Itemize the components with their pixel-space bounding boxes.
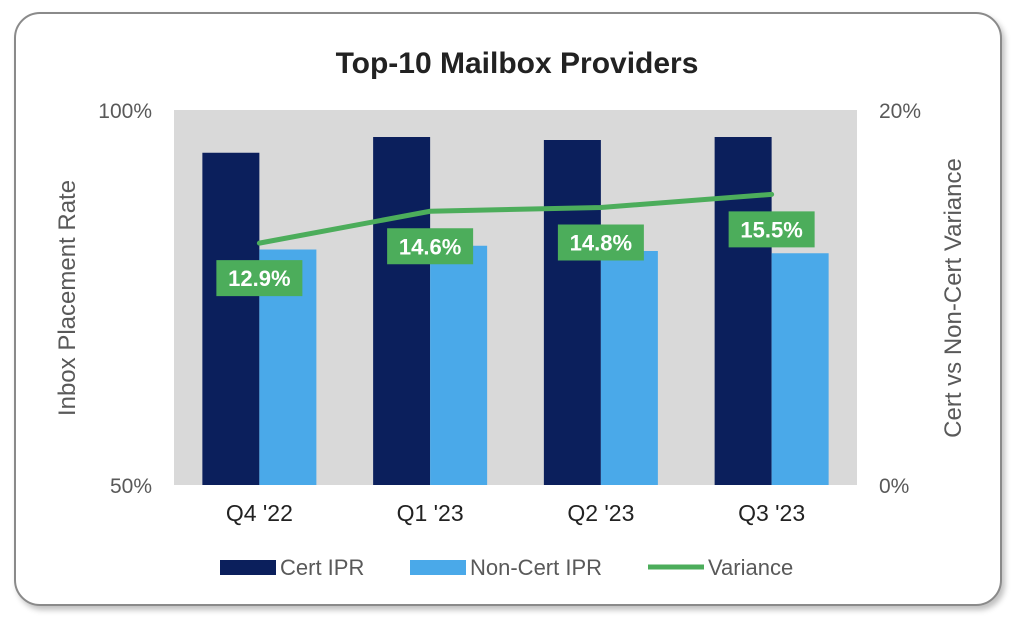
data-label-variance-q1-23: 14.6% <box>399 234 461 259</box>
data-label-variance-q4-22: 12.9% <box>228 266 290 291</box>
data-label-variance-q2-23: 14.8% <box>570 231 632 256</box>
bar-non-cert-ipr-q3-23 <box>771 253 829 485</box>
legend-swatch-non-cert-ipr <box>410 560 466 575</box>
y-axis-title: Inbox Placement Rate <box>54 180 81 416</box>
legend-swatch-cert-ipr <box>220 560 276 575</box>
y-tick-bottom: 50% <box>110 475 152 498</box>
legend-label-variance: Variance <box>708 555 793 580</box>
data-label-box-q3-23 <box>728 211 815 248</box>
data-label-box-q1-23 <box>387 228 474 265</box>
bar-non-cert-ipr-q1-23 <box>430 245 488 485</box>
bar-cert-ipr-q3-23 <box>714 137 772 485</box>
y2-tick-top: 20% <box>879 100 921 123</box>
legend-label-non-cert-ipr: Non-Cert IPR <box>470 555 602 580</box>
data-label-box-q4-22 <box>216 260 303 297</box>
x-tick-q3-23: Q3 '23 <box>738 500 805 526</box>
bar-cert-ipr-q2-23 <box>543 140 601 485</box>
x-tick-q2-23: Q2 '23 <box>567 500 634 526</box>
y-tick-top: 100% <box>98 100 152 123</box>
x-tick-q4-22: Q4 '22 <box>226 500 293 526</box>
legend-label-cert-ipr: Cert IPR <box>280 555 364 580</box>
y2-axis-title: Cert vs Non-Cert Variance <box>940 158 967 438</box>
x-tick-q1-23: Q1 '23 <box>397 500 464 526</box>
bar-cert-ipr-q1-23 <box>373 137 431 485</box>
data-label-variance-q3-23: 15.5% <box>740 217 802 242</box>
y2-tick-bottom: 0% <box>879 475 909 498</box>
bar-non-cert-ipr-q2-23 <box>600 251 658 485</box>
series-line-variance <box>256 191 775 246</box>
bar-cert-ipr-q4-22 <box>202 152 260 485</box>
data-label-box-q2-23 <box>557 224 644 261</box>
legend: Cert IPR Non-Cert IPR Variance <box>220 555 793 580</box>
chart-title: Top-10 Mailbox Providers <box>336 47 699 80</box>
